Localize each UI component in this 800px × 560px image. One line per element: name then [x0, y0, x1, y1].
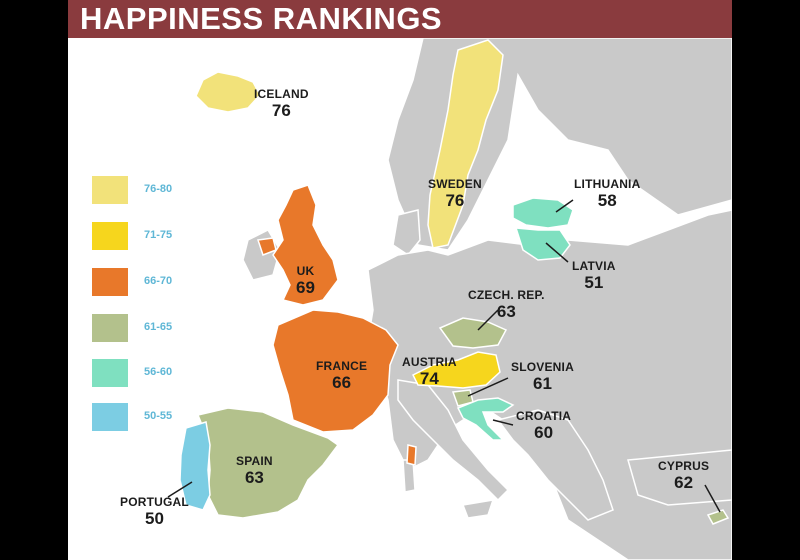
- europe-map: [68, 38, 732, 560]
- label-czech: CZECH. REP. 63: [468, 289, 545, 320]
- country-score: 63: [496, 302, 516, 321]
- label-france: FRANCE 66: [316, 360, 367, 391]
- legend-label: 66-70: [144, 275, 173, 287]
- legend-label: 76-80: [144, 183, 173, 195]
- country-score: 76: [445, 191, 465, 210]
- turkey-land: [627, 449, 732, 506]
- header-bar: HAPPINESS RANKINGS: [68, 0, 732, 38]
- legend-swatch: [92, 176, 128, 204]
- cyprus-shape: [706, 509, 730, 525]
- country-score: 63: [244, 468, 264, 487]
- legend-item: 56-60: [92, 359, 202, 387]
- lithuania-shape: [512, 197, 574, 229]
- uk-shape: [272, 184, 339, 306]
- legend-swatch: [92, 403, 128, 431]
- austria-shape: [411, 351, 501, 389]
- country-name: CROATIA: [516, 409, 572, 423]
- label-latvia: LATVIA 51: [572, 260, 616, 291]
- label-uk: UK 69: [296, 265, 315, 296]
- legend-swatch: [92, 222, 128, 250]
- country-score: 66: [332, 373, 352, 392]
- legend-item: 66-70: [92, 268, 202, 296]
- country-score: 58: [597, 191, 617, 210]
- portugal-leader: [167, 481, 193, 498]
- legend-item: 50-55: [92, 403, 202, 431]
- legend-item: 76-80: [92, 176, 202, 204]
- label-spain: SPAIN 63: [236, 455, 273, 486]
- country-name: AUSTRIA: [402, 355, 457, 369]
- lithuania-leader: [555, 199, 574, 213]
- sicily-land: [461, 499, 495, 519]
- czech-leader: [477, 309, 499, 331]
- legend-swatch: [92, 314, 128, 342]
- cyprus-leader: [704, 484, 721, 513]
- country-name: PORTUGAL: [120, 495, 189, 509]
- slovenia-leader: [467, 377, 509, 397]
- country-name: FRANCE: [316, 359, 368, 373]
- country-score: 51: [584, 273, 604, 292]
- legend-label: 71-75: [144, 229, 173, 241]
- legend-swatch: [92, 268, 128, 296]
- country-name: ICELAND: [254, 87, 309, 101]
- country-score: 50: [145, 509, 164, 528]
- italy-land: [397, 379, 510, 502]
- denmark-land: [392, 209, 421, 257]
- corsica-shape: [406, 444, 417, 466]
- label-lithuania: LITHUANIA 58: [574, 178, 640, 209]
- page-title: HAPPINESS RANKINGS: [80, 1, 443, 36]
- balkans-greece-land: [496, 409, 614, 521]
- iceland-shape: [195, 71, 261, 113]
- label-sweden: SWEDEN 76: [428, 178, 482, 209]
- country-name: CZECH. REP.: [468, 288, 545, 302]
- uk-ni-shape: [257, 237, 277, 256]
- country-score: 62: [674, 473, 694, 492]
- legend-item: 61-65: [92, 314, 202, 342]
- legend-label: 50-55: [144, 410, 173, 422]
- country-score: 76: [271, 101, 291, 120]
- portugal-shape: [179, 421, 211, 511]
- czech-shape: [438, 317, 508, 349]
- country-name: SPAIN: [236, 454, 273, 468]
- country-score: 61: [533, 374, 552, 393]
- country-score: 74: [419, 369, 439, 388]
- label-iceland: ICELAND 76: [254, 88, 309, 119]
- country-score: 69: [296, 278, 315, 297]
- label-cyprus: CYPRUS 62: [658, 460, 709, 491]
- legend-item: 71-75: [92, 222, 202, 250]
- legend-label: 56-60: [144, 366, 173, 378]
- country-name: CYPRUS: [658, 459, 710, 473]
- sweden-shape: [427, 39, 504, 249]
- label-portugal: PORTUGAL 50: [120, 496, 189, 527]
- latvia-leader: [545, 242, 569, 263]
- legend-swatch: [92, 359, 128, 387]
- country-name: LITHUANIA: [574, 177, 641, 191]
- map-panel: HAPPINESS RANKINGS: [68, 0, 732, 560]
- france-shape: [272, 309, 399, 433]
- croatia-shape: [456, 397, 515, 441]
- country-name: SWEDEN: [428, 177, 482, 191]
- country-name: LATVIA: [572, 259, 616, 273]
- label-slovenia: SLOVENIA 61: [511, 361, 574, 392]
- legend-label: 61-65: [144, 321, 173, 333]
- country-name: SLOVENIA: [511, 360, 574, 374]
- country-name: UK: [296, 264, 315, 278]
- label-croatia: CROATIA 60: [516, 410, 571, 441]
- label-austria: AUSTRIA 74: [402, 356, 457, 387]
- country-score: 60: [534, 423, 554, 442]
- croatia-leader: [492, 419, 514, 426]
